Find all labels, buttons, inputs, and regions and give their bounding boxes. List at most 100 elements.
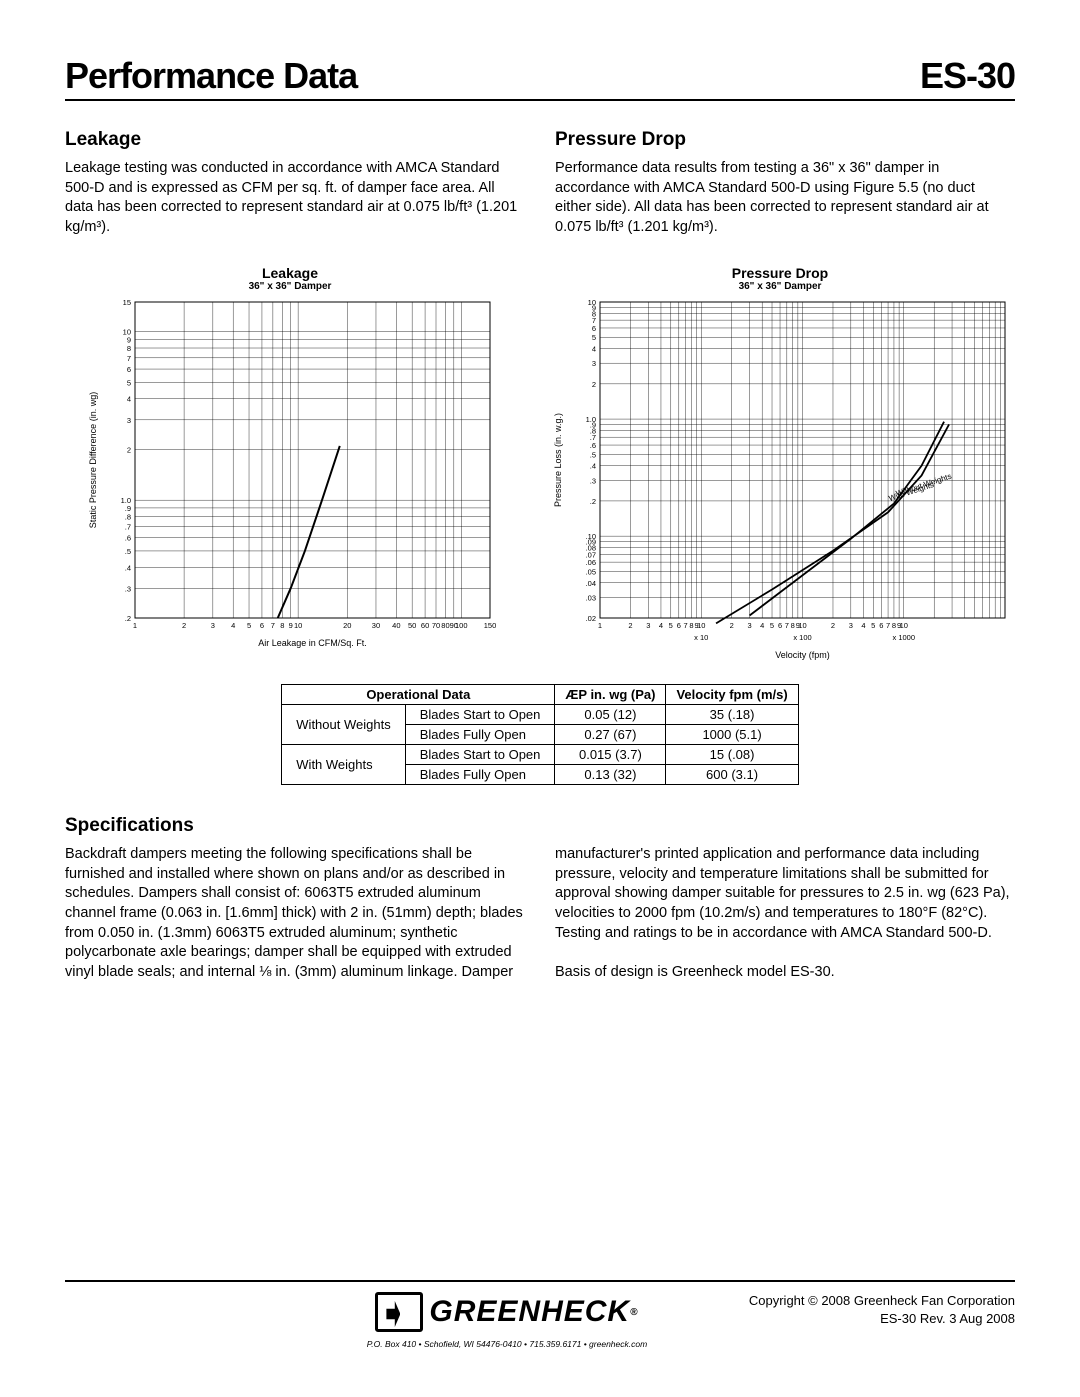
svg-text:4: 4 [592,345,596,354]
svg-text:10: 10 [900,621,908,630]
svg-text:100: 100 [455,621,468,630]
svg-text:1.0: 1.0 [121,496,131,505]
pressure-body: Performance data results from testing a … [555,159,1015,237]
svg-text:1: 1 [133,621,137,630]
pressure-chart-subtitle: 36" x 36" Damper [545,281,1015,292]
copyright-block: Copyright © 2008 Greenheck Fan Corporati… [749,1292,1015,1328]
svg-text:.04: .04 [586,579,596,588]
svg-text:.06: .06 [586,558,596,567]
svg-text:50: 50 [408,621,416,630]
table-cell: Without Weights [282,705,405,745]
svg-text:2: 2 [730,621,734,630]
svg-text:40: 40 [392,621,400,630]
leakage-chart-title: Leakage [65,265,515,281]
svg-text:5: 5 [669,621,673,630]
svg-text:60: 60 [421,621,429,630]
svg-text:7: 7 [886,621,890,630]
svg-text:Pressure Loss (in. w.g.): Pressure Loss (in. w.g.) [553,413,563,507]
svg-text:4: 4 [760,621,764,630]
leakage-section: Leakage Leakage testing was conducted in… [65,129,525,237]
svg-text:Static Pressure Difference (in: Static Pressure Difference (in. wg) [88,392,98,528]
svg-text:8: 8 [892,621,896,630]
svg-text:.6: .6 [590,441,596,450]
svg-text:Air Leakage in CFM/Sq. Ft.: Air Leakage in CFM/Sq. Ft. [258,638,367,648]
svg-text:3: 3 [592,359,596,368]
svg-text:.4: .4 [590,462,596,471]
brand-address: P.O. Box 410 • Schofield, WI 54476-0410 … [265,1339,749,1349]
logo-block: GREENHECK ® P.O. Box 410 • Schofield, WI… [265,1292,749,1349]
svg-text:70: 70 [432,621,440,630]
brand-logo: GREENHECK ® [375,1292,638,1332]
svg-text:1.0: 1.0 [586,415,596,424]
table-row: With Weights Blades Start to Open 0.015 … [282,745,798,765]
logo-icon [375,1292,423,1332]
table-cell: 1000 (5.1) [666,725,798,745]
table-cell: Blades Start to Open [405,705,555,725]
svg-text:2: 2 [628,621,632,630]
svg-text:15: 15 [123,298,131,307]
svg-text:5: 5 [592,333,596,342]
svg-text:4: 4 [127,395,131,404]
op-header-dp: ÆP in. wg (Pa) [555,685,666,705]
spec-col2: manufacturer's printed application and p… [555,845,1015,982]
svg-text:6: 6 [127,365,131,374]
leakage-chart-wrap: Leakage 36" x 36" Damper 123456789102030… [65,265,515,666]
svg-text:3: 3 [127,416,131,425]
intro-columns: Leakage Leakage testing was conducted in… [65,129,1015,237]
page-header: Performance Data ES-30 [65,55,1015,101]
leakage-chart-subtitle: 36" x 36" Damper [65,281,515,292]
svg-text:2: 2 [592,380,596,389]
leakage-title: Leakage [65,129,525,151]
svg-text:3: 3 [646,621,650,630]
svg-text:Velocity (fpm): Velocity (fpm) [775,650,830,660]
svg-text:3: 3 [747,621,751,630]
svg-text:8: 8 [280,621,284,630]
svg-text:x 10: x 10 [694,633,708,642]
svg-text:150: 150 [484,621,497,630]
svg-text:4: 4 [231,621,235,630]
svg-text:10: 10 [588,298,596,307]
copyright-line: Copyright © 2008 Greenheck Fan Corporati… [749,1292,1015,1310]
registered-icon: ® [630,1307,638,1318]
svg-text:x 1000: x 1000 [892,633,915,642]
pressure-chart-title: Pressure Drop [545,265,1015,281]
svg-text:6: 6 [879,621,883,630]
spec-basis: Basis of design is Greenheck model ES-30… [555,964,835,980]
svg-text:.2: .2 [590,497,596,506]
spec-body2: manufacturer's printed application and p… [555,846,1010,940]
table-row: Without Weights Blades Start to Open 0.0… [282,705,798,725]
svg-text:.4: .4 [125,564,131,573]
svg-text:.03: .03 [586,594,596,603]
table-cell: Blades Fully Open [405,725,555,745]
svg-text:6: 6 [260,621,264,630]
svg-text:20: 20 [343,621,351,630]
table-cell: With Weights [282,745,405,785]
table-cell: 35 (.18) [666,705,798,725]
specifications-title: Specifications [65,815,1015,837]
svg-text:2: 2 [127,446,131,455]
svg-text:.3: .3 [590,477,596,486]
svg-text:.9: .9 [125,504,131,513]
pressure-title: Pressure Drop [555,129,1015,151]
spec-col1: Backdraft dampers meeting the following … [65,845,525,982]
table-header-row: Operational Data ÆP in. wg (Pa) Velocity… [282,685,798,705]
revision-line: ES-30 Rev. 3 Aug 2008 [749,1310,1015,1328]
svg-text:8: 8 [689,621,693,630]
model-number: ES-30 [920,55,1015,97]
svg-text:5: 5 [871,621,875,630]
svg-text:.5: .5 [125,547,131,556]
footer: GREENHECK ® P.O. Box 410 • Schofield, WI… [65,1280,1015,1349]
table-cell: Blades Start to Open [405,745,555,765]
svg-text:1: 1 [598,621,602,630]
brand-name: GREENHECK [429,1295,630,1329]
svg-text:.05: .05 [586,568,596,577]
leakage-body: Leakage testing was conducted in accorda… [65,159,525,237]
svg-text:7: 7 [127,354,131,363]
svg-text:.3: .3 [125,585,131,594]
svg-text:30: 30 [372,621,380,630]
svg-text:5: 5 [770,621,774,630]
svg-text:10: 10 [294,621,302,630]
svg-text:4: 4 [659,621,663,630]
table-cell: Blades Fully Open [405,765,555,785]
svg-text:8: 8 [127,344,131,353]
